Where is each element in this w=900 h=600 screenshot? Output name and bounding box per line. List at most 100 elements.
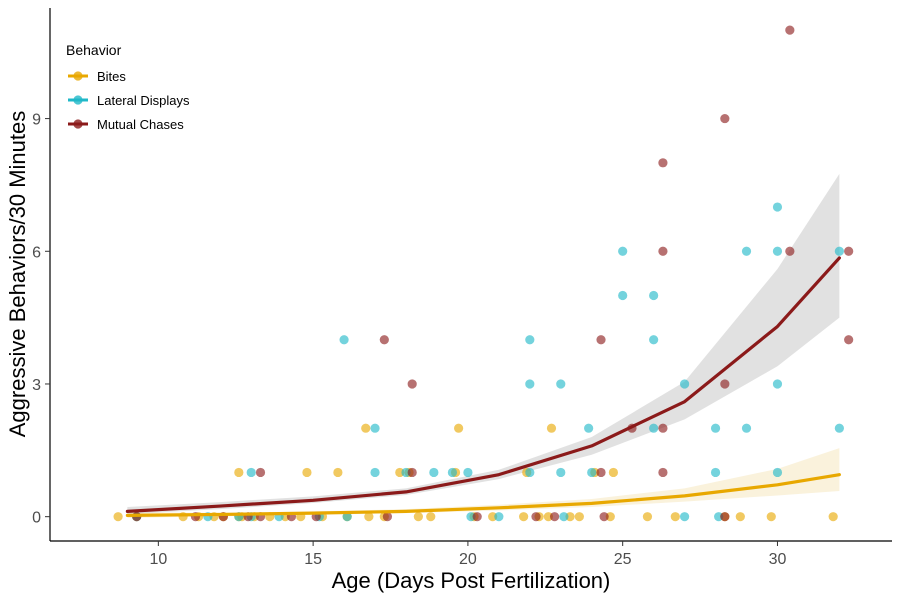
x-tick-label: 25 xyxy=(614,551,632,568)
lateral-displays-legend-label: Lateral Displays xyxy=(97,93,190,108)
bites-point xyxy=(333,467,343,478)
lateral-displays-point xyxy=(587,467,597,478)
y-tick-label: 9 xyxy=(32,112,41,129)
bites-point xyxy=(113,512,123,522)
scatter-points xyxy=(113,25,854,522)
trend-lines xyxy=(125,256,841,517)
bites-point xyxy=(828,512,838,522)
y-tick-label: 3 xyxy=(32,377,41,394)
mutual-chases-point xyxy=(549,512,560,522)
lateral-displays-point xyxy=(339,335,349,345)
mutual-chases-point xyxy=(407,467,417,478)
mutual-chases-point xyxy=(720,379,730,389)
lateral-displays-point xyxy=(772,467,783,478)
confidence-bands xyxy=(127,173,840,518)
bites-point xyxy=(546,423,557,433)
lateral-displays-point xyxy=(741,246,752,256)
lateral-displays-point xyxy=(618,290,628,301)
mutual-chases-legend-swatch-dot xyxy=(73,119,83,129)
y-tick-label: 6 xyxy=(32,244,41,261)
mutual-chases-point xyxy=(531,512,541,522)
lateral-displays-point xyxy=(447,467,458,478)
lateral-displays-point xyxy=(525,379,535,389)
mutual-chases-trend-line xyxy=(125,256,841,513)
bites-point xyxy=(670,512,680,522)
x-axis-title: Age (Days Post Fertilization) xyxy=(332,568,611,593)
mutual-chases-point xyxy=(720,113,730,124)
bites-point xyxy=(454,423,464,433)
lateral-displays-point xyxy=(584,423,594,433)
mutual-chases-point xyxy=(785,246,795,256)
mutual-chases-point xyxy=(844,335,854,345)
bites-point xyxy=(426,512,436,522)
lateral-displays-point xyxy=(834,246,844,256)
mutual-chases-point xyxy=(785,25,795,35)
lateral-displays-point xyxy=(679,379,690,389)
lateral-displays-point xyxy=(494,512,504,522)
mutual-chases-point xyxy=(255,467,266,478)
x-tick-label: 20 xyxy=(459,551,477,568)
x-ticks: 10 15 20 25 30 xyxy=(149,541,786,568)
bites-point xyxy=(574,512,584,522)
lateral-displays-point xyxy=(710,467,721,478)
lateral-displays-point xyxy=(559,512,569,522)
lateral-displays-point xyxy=(429,467,439,478)
mutual-chases-point xyxy=(658,467,668,478)
y-ticks: 0 3 6 9 xyxy=(32,112,50,527)
x-tick-label: 15 xyxy=(304,551,322,568)
lateral-displays-point xyxy=(556,467,566,478)
bites-point xyxy=(766,512,776,522)
bites-point xyxy=(364,512,374,522)
mutual-chases-point xyxy=(596,335,606,345)
lateral-displays-point xyxy=(710,423,721,433)
lateral-displays-point xyxy=(463,467,473,478)
lateral-displays-legend-swatch-dot xyxy=(73,95,83,105)
lateral-displays-point xyxy=(649,290,659,301)
lateral-displays-point xyxy=(834,423,844,433)
mutual-chases-point xyxy=(596,467,606,478)
mutual-chases-point xyxy=(472,512,482,522)
mutual-chases-point xyxy=(844,246,854,256)
legend: Behavior Bites Lateral Displays Mutual Cha… xyxy=(66,42,190,132)
axes xyxy=(49,8,892,542)
mutual-chases-legend-label: Mutual Chases xyxy=(97,117,184,132)
lateral-displays-point xyxy=(618,246,628,256)
bites-point xyxy=(642,512,653,522)
mutual-chases-point xyxy=(658,246,668,256)
lateral-displays-point xyxy=(772,202,783,212)
bites-trend-line xyxy=(125,473,841,517)
mutual-chases-point xyxy=(382,512,393,522)
lateral-displays-point xyxy=(679,512,690,522)
lateral-displays-point xyxy=(525,467,535,478)
lateral-displays-point xyxy=(246,467,256,478)
mutual-chases-point xyxy=(407,379,417,389)
lateral-displays-point xyxy=(649,335,659,345)
mutual-chases-point xyxy=(379,335,389,345)
mutual-chases-point xyxy=(599,512,609,522)
lateral-displays-point xyxy=(772,379,783,389)
lateral-displays-point xyxy=(649,423,659,433)
x-tick-label: 10 xyxy=(149,551,167,568)
lateral-displays-point xyxy=(342,512,352,522)
lateral-displays-point xyxy=(370,423,380,433)
lateral-displays-point xyxy=(741,423,752,433)
bites-point xyxy=(234,467,244,478)
bites-point xyxy=(361,423,371,433)
lateral-displays-point xyxy=(370,467,380,478)
mutual-chases-point xyxy=(720,512,730,522)
bites-point xyxy=(302,467,312,478)
bites-confidence-band xyxy=(127,448,840,518)
mutual-chases-point xyxy=(658,423,668,433)
lateral-displays-point xyxy=(556,379,566,389)
bites-legend-swatch-dot xyxy=(73,71,83,81)
bites-legend-label: Bites xyxy=(97,69,126,84)
y-tick-label: 0 xyxy=(32,510,41,527)
lateral-displays-point xyxy=(525,335,535,345)
bites-point xyxy=(519,512,529,522)
bites-point xyxy=(413,512,423,522)
legend-title: Behavior xyxy=(66,42,122,58)
y-axis-title: Aggressive Behaviors/30 Minutes xyxy=(5,111,30,438)
mutual-chases-confidence-band xyxy=(127,173,840,515)
bites-point xyxy=(608,467,618,478)
